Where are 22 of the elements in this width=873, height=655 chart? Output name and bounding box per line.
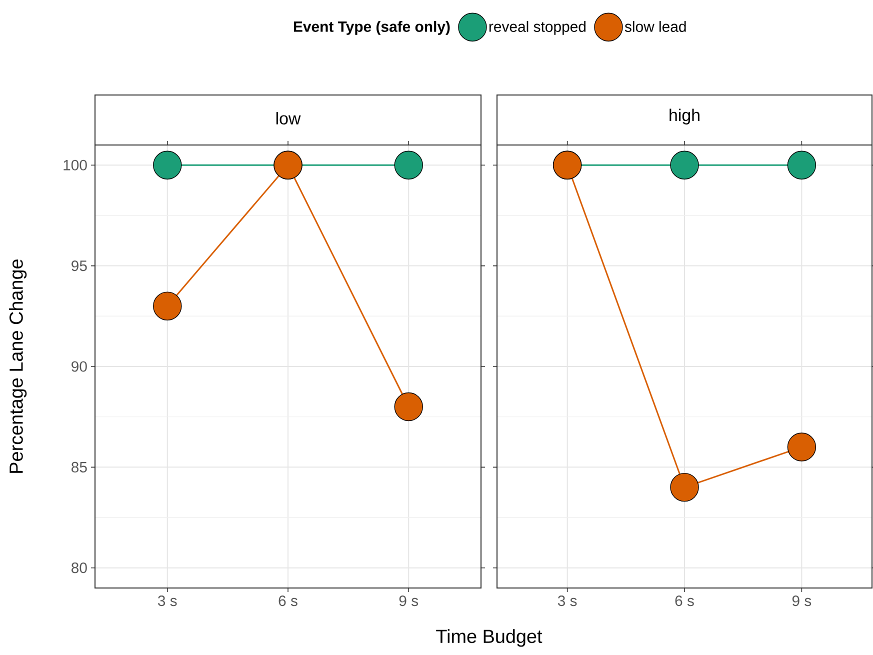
point (153, 150, 182, 180)
chart-title: low (276, 112, 301, 124)
x-tick-label: 6 s (278, 596, 298, 606)
y-tick-label: 85 (72, 462, 87, 472)
legend-label: reveal stopped (489, 20, 586, 35)
x-axis-title: Time Budget (436, 629, 542, 647)
y-tick-label: 100 (64, 160, 87, 170)
point (394, 150, 423, 180)
x-tick-label: 3 s (158, 596, 177, 606)
x-tick-label: 9 s (792, 596, 812, 606)
legend-title: Event Type (safe only) (294, 20, 450, 35)
y-tick-label: 80 (72, 562, 87, 574)
x-tick-label: 6 s (675, 596, 694, 606)
point (394, 392, 423, 422)
legend-label: slow lead (624, 20, 686, 32)
y-axis-title: Percentage Lane Change (8, 260, 27, 473)
x-tick-label: 3 s (558, 596, 577, 606)
y-tick-label: 90 (72, 361, 87, 372)
point (153, 292, 182, 320)
chart-title: high (670, 108, 700, 124)
y-tick-label: 95 (72, 260, 87, 272)
x-tick-label: 9 s (399, 596, 418, 606)
